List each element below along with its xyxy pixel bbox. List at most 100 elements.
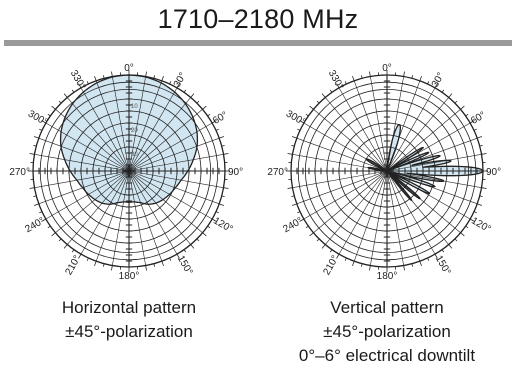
outer-tick [344, 81, 347, 85]
grid-spoke [386, 170, 461, 233]
caption-line: Horizontal pattern [61, 298, 197, 317]
outer-tick [39, 128, 43, 131]
outer-tick [291, 203, 297, 206]
outer-tick [111, 71, 113, 77]
outer-tick [481, 153, 487, 155]
outer-tick [360, 75, 363, 79]
outer-tick [434, 83, 438, 89]
outer-tick [33, 144, 37, 147]
grid-spoke [34, 154, 130, 172]
outer-tick [202, 105, 207, 110]
outer-tick [460, 232, 465, 237]
outer-tick [427, 257, 430, 261]
grid-spoke [313, 109, 388, 172]
outer-tick [169, 257, 172, 261]
grid-spoke [370, 76, 388, 172]
outer-tick [477, 136, 483, 139]
grid-spoke [128, 80, 163, 172]
outer-tick [63, 244, 68, 249]
outer-tick [321, 93, 326, 98]
grid-spoke [38, 137, 130, 172]
angle-label: 150° [433, 254, 453, 277]
outer-tick [344, 257, 347, 261]
outer-tick [287, 187, 293, 189]
grid-spoke [128, 97, 191, 172]
grid-spoke [128, 170, 178, 255]
angle-label: 180° [377, 271, 398, 282]
vertical-pattern-caption: Vertical pattern ±45°-polarization 0°–6°… [258, 296, 516, 368]
outer-tick [29, 153, 35, 155]
outer-tick [196, 100, 200, 104]
outer-tick [329, 249, 333, 253]
grid-spoke [296, 137, 388, 172]
pattern-outline [59, 74, 199, 205]
outer-tick [469, 218, 475, 222]
grid-spoke [386, 170, 421, 262]
angle-label: 240° [281, 215, 304, 235]
outer-tick [481, 187, 487, 189]
outer-tick [465, 225, 469, 229]
outer-tick [190, 244, 195, 249]
outer-tick [460, 105, 465, 110]
outer-tick [441, 89, 445, 93]
radial-label: 30 [131, 152, 138, 158]
outer-tick [211, 218, 217, 222]
grid-spoke [353, 170, 388, 262]
outer-tick [94, 75, 97, 81]
outer-tick [215, 128, 219, 131]
angle-label: 60° [469, 110, 488, 127]
grid-spoke [38, 170, 130, 205]
outer-tick [297, 211, 301, 214]
outer-tick [360, 263, 363, 267]
grid-spoke [55, 109, 130, 172]
grid-spoke [128, 170, 224, 188]
angle-label: 210° [63, 254, 83, 277]
grid-spoke [34, 170, 130, 188]
caption-line: 0°–6° electrical downtilt [298, 346, 476, 365]
outer-tick [411, 75, 414, 79]
grid-spoke [80, 170, 130, 255]
grid-spoke [55, 170, 130, 233]
angle-label: 270° [9, 167, 30, 178]
outer-tick [448, 244, 453, 249]
outer-tick [39, 211, 43, 214]
angle-label: 90° [486, 167, 501, 178]
outer-tick [161, 261, 164, 267]
grid-spoke [128, 170, 146, 266]
grid-spoke [386, 170, 404, 266]
outer-tick [78, 253, 82, 259]
grid-spoke [325, 170, 388, 245]
outer-tick [454, 238, 458, 242]
outer-tick [352, 261, 355, 267]
outer-tick [51, 105, 56, 110]
grid-spoke [386, 170, 449, 245]
outer-tick [86, 81, 89, 85]
outer-tick [183, 89, 187, 93]
grid-spoke [128, 154, 224, 172]
outer-tick [329, 89, 333, 93]
grid-spoke [296, 170, 388, 205]
grid-spoke [128, 170, 191, 245]
angle-label: 0° [124, 63, 134, 74]
outer-tick [58, 100, 62, 104]
outer-tick [58, 238, 62, 242]
grid-spoke [325, 97, 388, 172]
grid-spoke [128, 170, 163, 262]
outer-tick [102, 75, 105, 79]
grid-spoke [128, 122, 213, 172]
grid-spoke [370, 170, 388, 266]
grid-spoke [112, 76, 130, 172]
grid-spoke [386, 97, 449, 172]
grid-spoke [128, 109, 203, 172]
outer-tick [434, 253, 438, 259]
outer-tick [207, 225, 211, 229]
grid-spoke [313, 170, 388, 233]
grid-spoke [128, 170, 220, 205]
outer-tick [297, 128, 301, 131]
outer-tick [299, 218, 305, 222]
outer-tick [63, 93, 68, 98]
outer-tick [41, 120, 47, 124]
outer-tick [403, 71, 405, 77]
horizontal-pattern-caption: Horizontal pattern ±45°-polarization [0, 296, 258, 344]
outer-tick [47, 113, 51, 117]
